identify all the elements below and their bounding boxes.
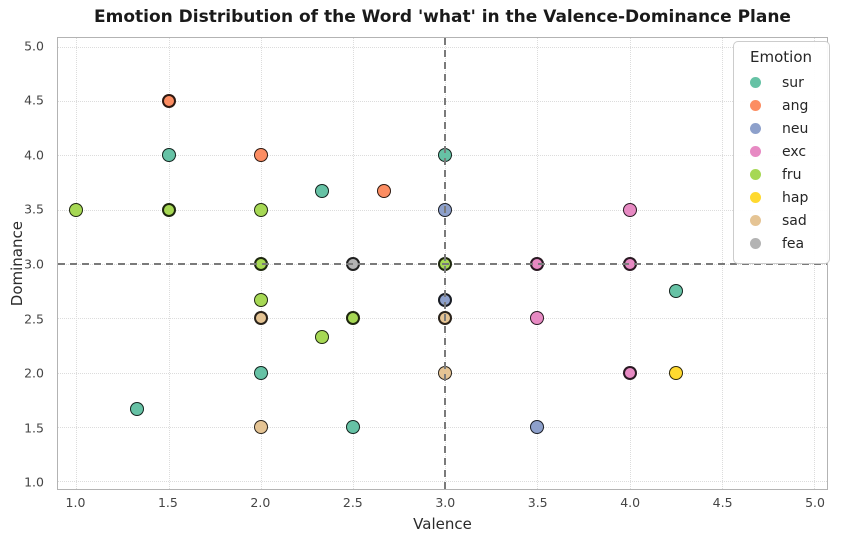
x-axis-ticks: 1.0 1.5 2.0 2.5 3.0 3.5 4.0 4.5 5.0 [57, 495, 828, 511]
point-fru [69, 202, 84, 217]
point-fru [346, 311, 361, 326]
y-tick-5.0: 5.0 [24, 38, 44, 54]
legend-dot-sur [750, 77, 761, 88]
legend-item-sad: sad [743, 209, 819, 232]
legend-label-fea: fea [782, 235, 805, 252]
y-tick-1.0: 1.0 [24, 474, 44, 490]
point-ang [253, 148, 268, 163]
x-axis-label: Valence [413, 515, 472, 533]
point-sur [668, 284, 683, 299]
gridline-horizontal [58, 101, 827, 103]
legend-dot-ang [750, 100, 761, 111]
legend-label-neu: neu [782, 120, 809, 137]
legend-dot-neu [750, 123, 761, 134]
point-sur [161, 148, 176, 163]
x-tick-2.0: 2.0 [250, 495, 271, 510]
y-tick-2.5: 2.5 [24, 311, 44, 327]
point-sur [253, 365, 268, 380]
gridline-horizontal [58, 46, 827, 48]
y-tick-2.0: 2.0 [24, 365, 44, 381]
legend-label-exc: exc [782, 143, 807, 160]
point-sad [253, 311, 268, 326]
point-fru [314, 329, 329, 344]
y-axis-ticks: 1.0 1.5 2.0 2.5 3.0 3.5 4.0 4.5 5.0 [0, 37, 51, 490]
point-ang [377, 184, 392, 199]
point-fru [253, 202, 268, 217]
y-tick-4.0: 4.0 [24, 147, 44, 163]
y-tick-3.0: 3.0 [24, 256, 44, 272]
legend-item-ang: ang [743, 94, 819, 117]
point-exc [622, 365, 637, 380]
y-tick-4.5: 4.5 [24, 92, 44, 108]
legend-label-ang: ang [782, 97, 809, 114]
legend-item-fea: fea [743, 232, 819, 255]
point-sur [130, 401, 145, 416]
x-tick-1.5: 1.5 [157, 495, 178, 510]
legend-dot-exc [750, 146, 761, 157]
x-tick-3.0: 3.0 [435, 495, 456, 510]
point-sad [253, 420, 268, 435]
x-tick-5.0: 5.0 [805, 495, 825, 510]
legend-label-hap: hap [782, 189, 809, 206]
legend: Emotion sur ang neu exc fru hap sad fea [733, 41, 830, 264]
legend-dot-hap [750, 192, 761, 203]
legend-item-sur: sur [743, 71, 819, 94]
chart-title: Emotion Distribution of the Word 'what' … [94, 7, 791, 27]
y-tick-1.5: 1.5 [24, 420, 44, 436]
point-neu [530, 420, 545, 435]
point-fru [161, 202, 176, 217]
legend-label-fru: fru [782, 166, 802, 183]
legend-items: sur ang neu exc fru hap sad fea [743, 71, 819, 255]
legend-item-fru: fru [743, 163, 819, 186]
legend-title: Emotion [750, 48, 812, 66]
plot-area: Emotion sur ang neu exc fru hap sad fea [57, 37, 830, 490]
x-tick-3.5: 3.5 [527, 495, 548, 510]
x-tick-2.5: 2.5 [342, 495, 363, 510]
point-exc [530, 311, 545, 326]
x-tick-4.0: 4.0 [620, 495, 641, 510]
point-exc [622, 202, 637, 217]
legend-dot-sad [750, 215, 761, 226]
x-tick-1.0: 1.0 [65, 495, 86, 510]
point-hap [668, 365, 683, 380]
legend-dot-fru [750, 169, 761, 180]
gridline-horizontal [58, 481, 827, 483]
point-ang [161, 94, 176, 109]
point-sur [346, 420, 361, 435]
legend-dot-fea [750, 238, 761, 249]
legend-label-sur: sur [782, 74, 804, 91]
x-tick-4.5: 4.5 [712, 495, 733, 510]
legend-item-neu: neu [743, 117, 819, 140]
legend-item-hap: hap [743, 186, 819, 209]
gridline-horizontal [58, 427, 827, 429]
point-sur [314, 184, 329, 199]
legend-item-exc: exc [743, 140, 819, 163]
legend-label-sad: sad [782, 212, 807, 229]
dominance-refline [58, 263, 827, 266]
point-fru [253, 292, 268, 307]
y-tick-3.5: 3.5 [24, 201, 44, 217]
y-axis-label: Dominance [8, 220, 26, 307]
